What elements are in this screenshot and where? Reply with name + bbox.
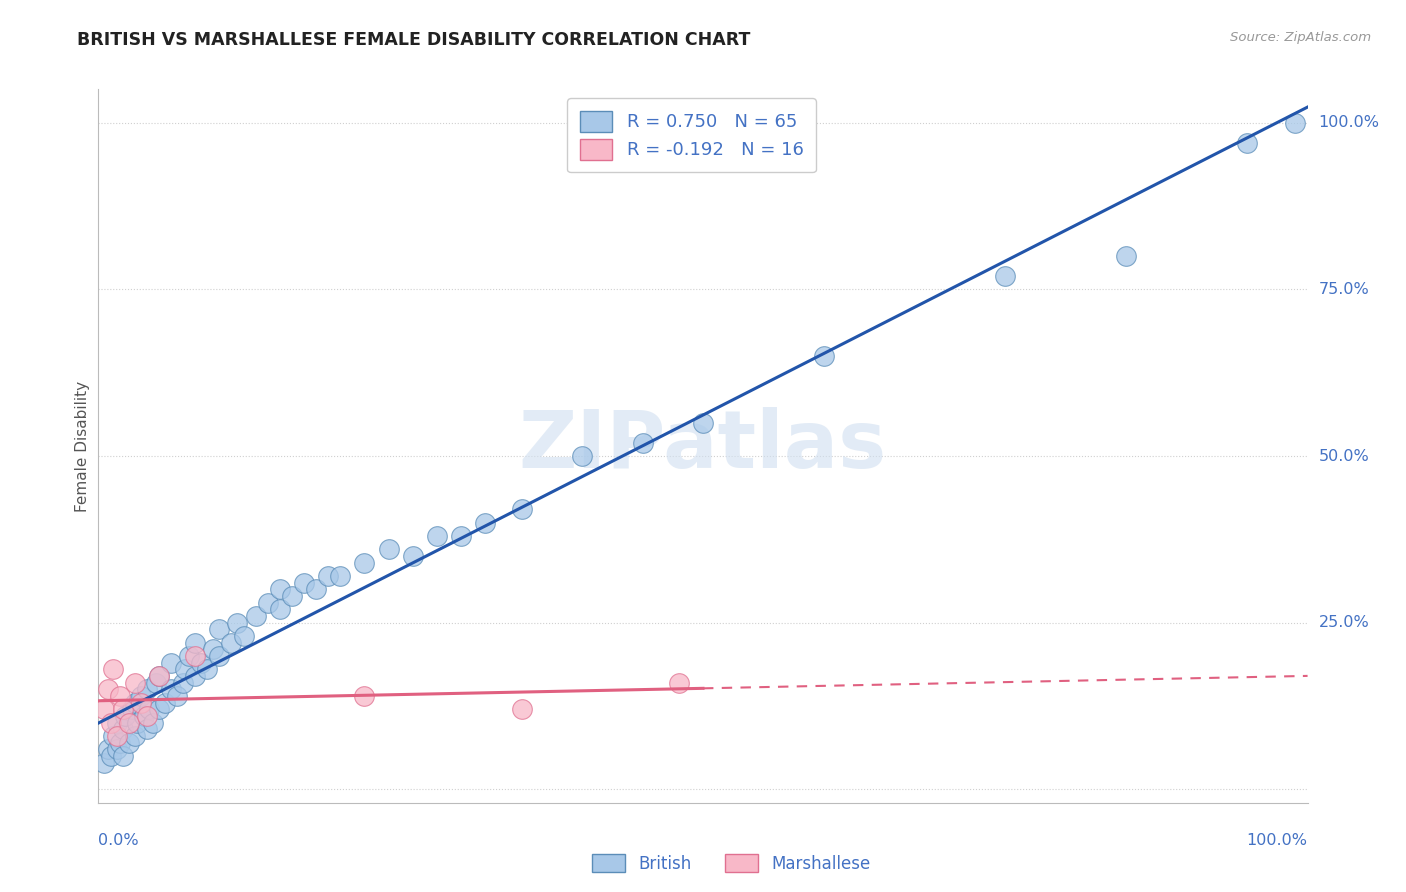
Text: 100.0%: 100.0%: [1247, 833, 1308, 848]
Text: BRITISH VS MARSHALLESE FEMALE DISABILITY CORRELATION CHART: BRITISH VS MARSHALLESE FEMALE DISABILITY…: [77, 31, 751, 49]
Point: [426, 529, 449, 543]
Point: [269, 602, 291, 616]
Point: [668, 675, 690, 690]
Point: [184, 636, 207, 650]
Point: [377, 542, 399, 557]
Point: [93, 702, 115, 716]
Point: [226, 615, 249, 630]
Point: [994, 268, 1017, 283]
Point: [105, 729, 128, 743]
Point: [129, 689, 152, 703]
Text: Source: ZipAtlas.com: Source: ZipAtlas.com: [1230, 31, 1371, 45]
Text: 50.0%: 50.0%: [1319, 449, 1369, 464]
Point: [111, 723, 134, 737]
Point: [105, 742, 128, 756]
Point: [111, 749, 134, 764]
Point: [129, 696, 152, 710]
Text: 75.0%: 75.0%: [1319, 282, 1369, 297]
Point: [124, 675, 146, 690]
Point: [118, 715, 141, 730]
Legend: R = 0.750   N = 65, R = -0.192   N = 16: R = 0.750 N = 65, R = -0.192 N = 16: [567, 98, 815, 172]
Point: [97, 742, 120, 756]
Point: [353, 556, 375, 570]
Point: [329, 569, 352, 583]
Point: [145, 675, 167, 690]
Point: [114, 709, 136, 723]
Point: [172, 675, 194, 690]
Text: 100.0%: 100.0%: [1319, 115, 1379, 130]
Point: [450, 529, 472, 543]
Point: [208, 649, 231, 664]
Y-axis label: Female Disability: Female Disability: [75, 380, 90, 512]
Point: [138, 702, 160, 716]
Point: [1236, 136, 1258, 150]
Point: [142, 715, 165, 730]
Point: [160, 656, 183, 670]
Point: [256, 596, 278, 610]
Point: [813, 349, 835, 363]
Point: [195, 662, 218, 676]
Point: [101, 729, 124, 743]
Point: [631, 435, 654, 450]
Point: [148, 702, 170, 716]
Text: ZIPatlas: ZIPatlas: [519, 407, 887, 485]
Point: [101, 662, 124, 676]
Point: [184, 669, 207, 683]
Point: [510, 702, 533, 716]
Point: [135, 709, 157, 723]
Point: [100, 749, 122, 764]
Point: [179, 649, 201, 664]
Point: [305, 582, 328, 597]
Point: [124, 696, 146, 710]
Point: [160, 682, 183, 697]
Point: [571, 449, 593, 463]
Point: [111, 702, 134, 716]
Text: 0.0%: 0.0%: [98, 833, 139, 848]
Legend: British, Marshallese: British, Marshallese: [585, 847, 877, 880]
Point: [118, 736, 141, 750]
Point: [184, 649, 207, 664]
Point: [135, 682, 157, 697]
Point: [292, 575, 315, 590]
Point: [692, 416, 714, 430]
Point: [269, 582, 291, 597]
Point: [135, 723, 157, 737]
Point: [97, 682, 120, 697]
Point: [93, 756, 115, 770]
Point: [127, 715, 149, 730]
Point: [134, 709, 156, 723]
Point: [402, 549, 425, 563]
Point: [190, 656, 212, 670]
Point: [166, 689, 188, 703]
Point: [316, 569, 339, 583]
Point: [153, 696, 176, 710]
Point: [208, 623, 231, 637]
Point: [353, 689, 375, 703]
Point: [124, 729, 146, 743]
Point: [510, 502, 533, 516]
Point: [174, 662, 197, 676]
Point: [474, 516, 496, 530]
Point: [121, 702, 143, 716]
Point: [108, 689, 131, 703]
Point: [281, 589, 304, 603]
Point: [105, 715, 128, 730]
Point: [148, 669, 170, 683]
Text: 25.0%: 25.0%: [1319, 615, 1369, 631]
Point: [108, 736, 131, 750]
Point: [1115, 249, 1137, 263]
Point: [1284, 115, 1306, 129]
Point: [245, 609, 267, 624]
Point: [221, 636, 243, 650]
Point: [100, 715, 122, 730]
Point: [202, 642, 225, 657]
Point: [232, 629, 254, 643]
Point: [148, 669, 170, 683]
